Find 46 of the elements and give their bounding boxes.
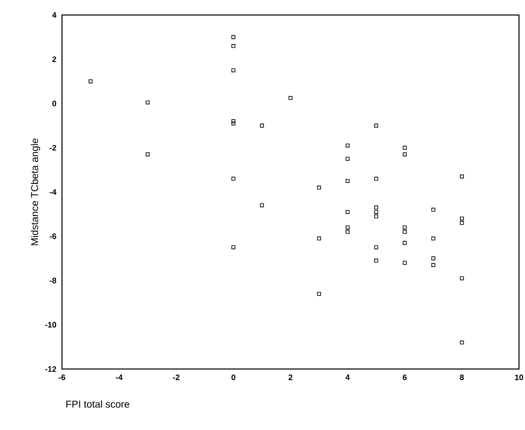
point bbox=[402, 230, 407, 234]
point bbox=[402, 152, 407, 156]
point bbox=[431, 263, 436, 267]
point bbox=[374, 124, 378, 128]
point bbox=[431, 236, 436, 240]
point bbox=[231, 176, 236, 181]
point bbox=[146, 100, 150, 104]
point bbox=[346, 210, 350, 214]
point bbox=[88, 79, 93, 84]
point bbox=[231, 245, 236, 250]
point bbox=[374, 206, 378, 210]
point bbox=[402, 260, 407, 265]
point bbox=[288, 96, 292, 100]
point bbox=[231, 119, 236, 124]
point bbox=[317, 236, 322, 240]
point bbox=[231, 121, 236, 126]
point bbox=[431, 256, 436, 260]
point bbox=[460, 174, 464, 178]
point bbox=[402, 225, 407, 230]
point bbox=[231, 44, 236, 48]
point bbox=[460, 221, 464, 225]
point bbox=[346, 225, 350, 230]
point bbox=[374, 176, 378, 181]
point bbox=[260, 203, 264, 208]
point bbox=[317, 292, 322, 296]
point bbox=[374, 214, 378, 218]
point bbox=[346, 230, 350, 234]
point bbox=[374, 210, 378, 214]
point bbox=[346, 144, 350, 148]
y-axis-title: Midstance TCbeta angle bbox=[30, 138, 40, 246]
point bbox=[346, 156, 350, 161]
point bbox=[460, 216, 464, 220]
point bbox=[231, 35, 236, 40]
point bbox=[460, 276, 464, 280]
point bbox=[146, 152, 150, 156]
point bbox=[402, 146, 407, 150]
point bbox=[374, 245, 378, 250]
point bbox=[460, 340, 464, 344]
point bbox=[260, 124, 264, 128]
point bbox=[231, 68, 236, 72]
point bbox=[374, 258, 378, 263]
point bbox=[317, 186, 322, 190]
point bbox=[402, 240, 407, 245]
point bbox=[431, 208, 436, 212]
point bbox=[346, 178, 350, 183]
x-axis-title: FPI total score bbox=[66, 400, 130, 408]
